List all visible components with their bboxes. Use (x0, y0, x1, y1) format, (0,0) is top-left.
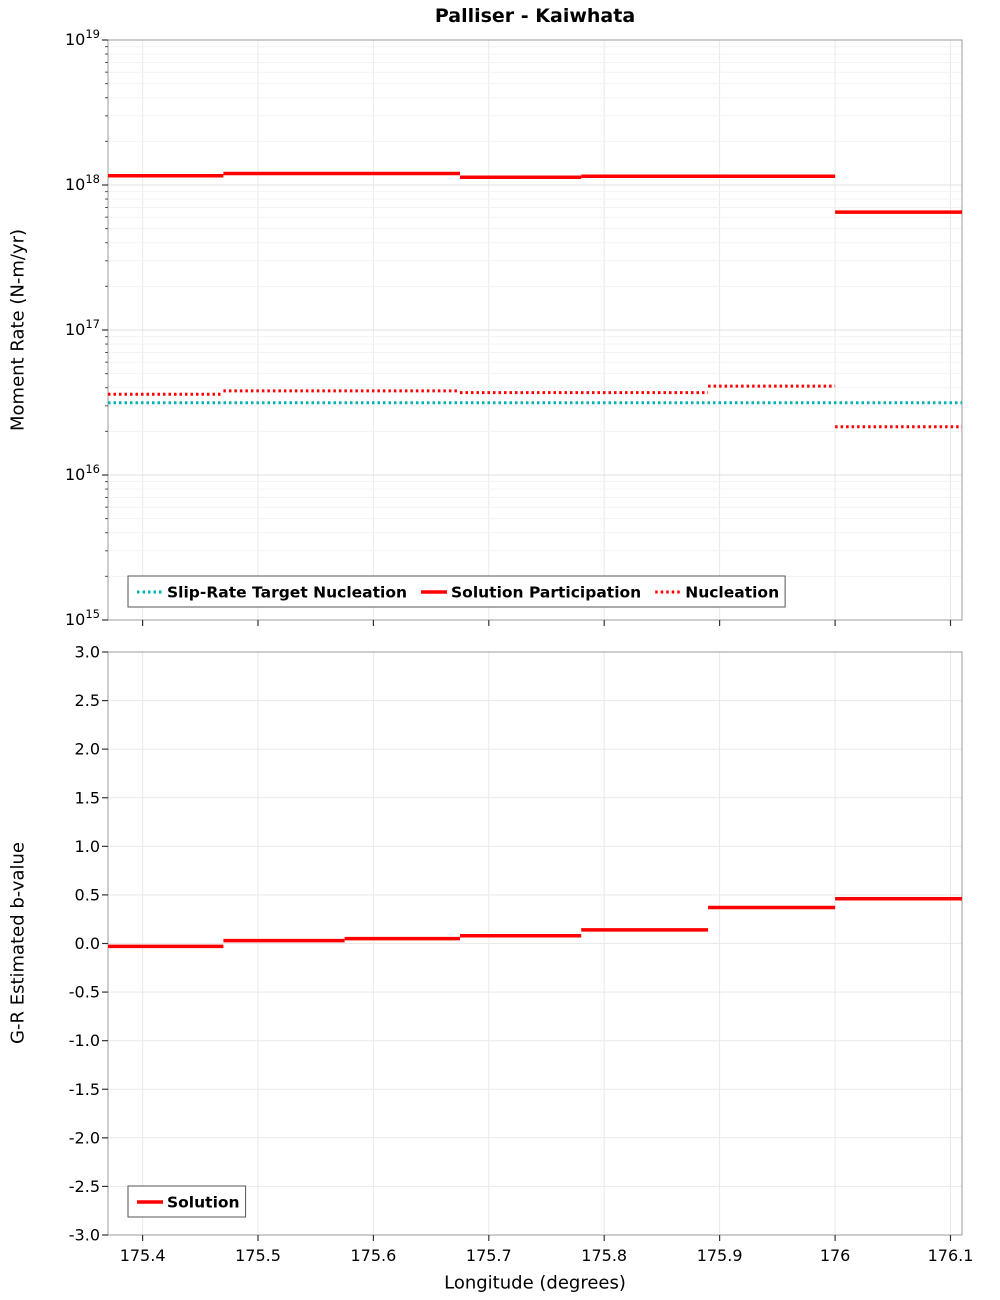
x-axis-label: Longitude (degrees) (444, 1272, 626, 1294)
y-tick-label: -2.0 (69, 1128, 100, 1147)
y-axis: 1019 1018 1017 1016 1015 (65, 27, 108, 629)
legend: Slip-Rate Target Nucleation Solution Part… (127, 575, 786, 608)
y-tick-label: -0.5 (69, 983, 100, 1002)
y-tick-label: 1.0 (75, 837, 100, 856)
y-tick-label: 1.5 (75, 788, 100, 807)
x-tick-label: 175.7 (466, 1246, 512, 1265)
y-tick-label: 1015 (65, 607, 100, 629)
b-value-chart: 3.0 2.5 2.0 1.5 1.0 0.5 0.0 -0.5 -1.0 -1.5 -2.0 -2.… (69, 643, 974, 1266)
legend-label-solution-participation: Solution Participation (451, 584, 641, 602)
y-tick-label: 2.0 (75, 740, 100, 759)
legend-label-solution: Solution (167, 1194, 240, 1212)
y-tick-label: 1019 (65, 27, 100, 49)
series-solution-participation (108, 171, 962, 214)
x-tick-label: 176 (820, 1246, 851, 1265)
y-tick-label: -1.5 (69, 1080, 100, 1099)
x-axis: 175.4 175.5 175.6 175.7 175.8 175.9 176 176.1 (120, 1235, 974, 1265)
legend-label-nucleation: Nucleation (685, 584, 779, 602)
legend: Solution (127, 1185, 247, 1218)
series-solution (108, 897, 962, 949)
y-tick-label: 1018 (65, 172, 100, 194)
y-tick-label: -1.0 (69, 1031, 100, 1050)
x-axis (142, 620, 952, 626)
y-tick-label: 1017 (65, 317, 100, 339)
y-axis-label-moment-rate: Moment Rate (N-m/yr) (7, 229, 29, 431)
legend-box (127, 575, 786, 608)
y-tick-label: 2.5 (75, 691, 100, 710)
y-tick-label: 0.5 (75, 885, 100, 904)
x-tick-label: 175.6 (350, 1246, 396, 1265)
moment-rate-chart: 1019 1018 1017 1016 1015 Slip-Rate Target Nuc… (65, 27, 963, 629)
grid-lines (108, 39, 962, 621)
x-tick-label: 176.1 (928, 1246, 974, 1265)
x-tick-label: 175.5 (235, 1246, 281, 1265)
y-tick-label: 3.0 (75, 643, 100, 662)
grid-lines (108, 651, 962, 1236)
y-tick-label: 0.0 (75, 934, 100, 953)
y-tick-label: -3.0 (69, 1226, 100, 1245)
x-tick-label: 175.8 (581, 1246, 627, 1265)
legend-label-slip-rate-target-nucleation: Slip-Rate Target Nucleation (167, 584, 407, 602)
y-tick-label: -2.5 (69, 1177, 100, 1196)
x-tick-label: 175.9 (697, 1246, 743, 1265)
chart-title: Palliser - Kaiwhata (434, 5, 636, 27)
y-tick-label: 1016 (65, 462, 100, 484)
y-axis: 3.0 2.5 2.0 1.5 1.0 0.5 0.0 -0.5 -1.0 -1.5 -2.0 -2.… (69, 643, 108, 1245)
series-nucleation (108, 384, 962, 429)
x-tick-label: 175.4 (120, 1246, 166, 1265)
y-axis-label-b-value: G-R Estimated b-value (7, 842, 29, 1044)
